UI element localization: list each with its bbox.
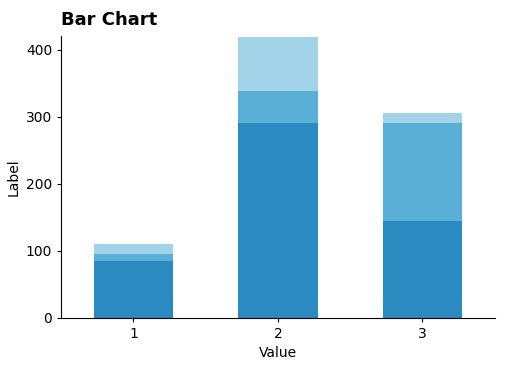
Bar — [238, 36, 317, 91]
Text: Bar Chart: Bar Chart — [61, 11, 157, 30]
Bar — [382, 220, 461, 318]
Bar — [382, 114, 461, 123]
Bar — [94, 244, 173, 254]
Y-axis label: Label: Label — [6, 158, 20, 196]
X-axis label: Value: Value — [259, 346, 296, 360]
Bar — [382, 123, 461, 220]
Bar — [238, 91, 317, 123]
Bar — [94, 261, 173, 318]
Bar — [238, 123, 317, 318]
Bar — [94, 254, 173, 261]
